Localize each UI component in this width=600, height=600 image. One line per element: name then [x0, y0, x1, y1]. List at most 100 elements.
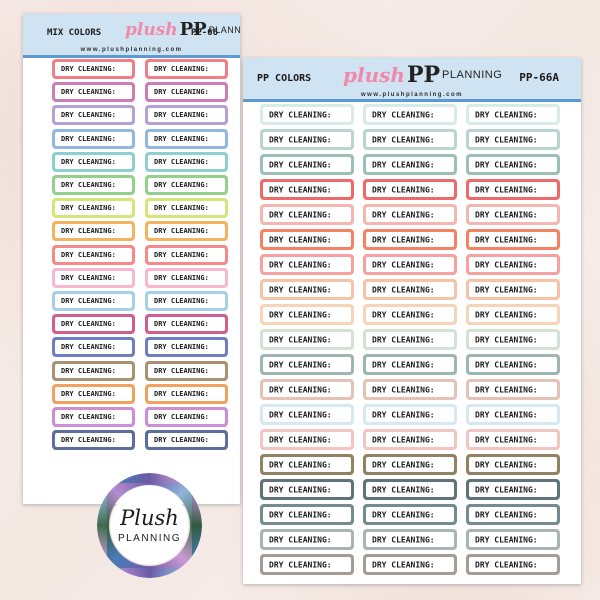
dry-cleaning-sticker: DRY CLEANING: — [145, 360, 228, 381]
sticker-writing-area: DRY CLEANING: — [148, 108, 225, 123]
dry-cleaning-sticker: DRY CLEANING: — [466, 229, 560, 250]
dry-cleaning-sticker: DRY CLEANING: — [52, 82, 135, 103]
sticker-label: DRY CLEANING: — [269, 535, 332, 544]
sticker-label: DRY CLEANING: — [61, 273, 116, 282]
sticker-label: DRY CLEANING: — [61, 320, 116, 329]
dry-cleaning-sticker: DRY CLEANING: — [466, 104, 560, 125]
dry-cleaning-sticker: DRY CLEANING: — [466, 504, 560, 525]
sheet-url: www.plushplanning.com — [80, 47, 183, 53]
sticker-label: DRY CLEANING: — [61, 297, 116, 305]
dry-cleaning-sticker: DRY CLEANING: — [466, 429, 560, 450]
sticker-label: DRY CLEANING: — [475, 560, 538, 569]
dry-cleaning-sticker: DRY CLEANING: — [145, 82, 228, 103]
sticker-writing-area: DRY CLEANING: — [263, 432, 351, 447]
dry-cleaning-sticker: DRY CLEANING: — [466, 529, 560, 550]
dry-cleaning-sticker: DRY CLEANING: — [145, 383, 228, 404]
dry-cleaning-sticker: DRY CLEANING: — [52, 407, 135, 427]
sheet-code: PP-66A — [519, 71, 559, 84]
sticker-label: DRY CLEANING: — [154, 181, 209, 189]
dry-cleaning-sticker: DRY CLEANING: — [466, 204, 560, 225]
dry-cleaning-sticker: DRY CLEANING: — [363, 204, 457, 225]
dry-cleaning-sticker: DRY CLEANING: — [52, 337, 135, 358]
sticker-label: DRY CLEANING: — [154, 273, 209, 282]
sticker-label: DRY CLEANING: — [61, 65, 116, 73]
dry-cleaning-sticker: DRY CLEANING: — [52, 291, 135, 311]
sticker-writing-area: DRY CLEANING: — [469, 382, 557, 397]
sticker-writing-area: DRY CLEANING: — [469, 432, 557, 447]
sticker-writing-area: DRY CLEANING: — [263, 182, 351, 197]
sticker-label: DRY CLEANING: — [475, 410, 538, 419]
dry-cleaning-sticker: DRY CLEANING: — [466, 304, 560, 325]
dry-cleaning-sticker: DRY CLEANING: — [145, 128, 228, 149]
dry-cleaning-sticker: DRY CLEANING: — [466, 479, 560, 500]
sheet-label: PP COLORS — [257, 73, 312, 84]
dry-cleaning-sticker: DRY CLEANING: — [466, 154, 560, 175]
sticker-writing-area: DRY CLEANING: — [263, 282, 351, 297]
dry-cleaning-sticker: DRY CLEANING: — [52, 128, 135, 149]
dry-cleaning-sticker: DRY CLEANING: — [363, 454, 457, 475]
sticker-writing-area: DRY CLEANING: — [148, 178, 225, 192]
sticker-writing-area: DRY CLEANING: — [55, 247, 132, 262]
sticker-label: DRY CLEANING: — [61, 389, 116, 398]
dry-cleaning-sticker: DRY CLEANING: — [260, 304, 354, 325]
sticker-writing-area: DRY CLEANING: — [55, 363, 132, 378]
sticker-writing-area: DRY CLEANING: — [469, 282, 557, 297]
dry-cleaning-sticker: DRY CLEANING: — [52, 360, 135, 381]
sticker-writing-area: DRY CLEANING: — [55, 201, 132, 216]
dry-cleaning-sticker: DRY CLEANING: — [466, 254, 560, 275]
sticker-label: DRY CLEANING: — [269, 485, 332, 494]
sticker-writing-area: DRY CLEANING: — [366, 332, 454, 347]
sticker-label: DRY CLEANING: — [61, 250, 116, 259]
header-divider — [23, 55, 240, 58]
sticker-writing-area: DRY CLEANING: — [469, 182, 557, 197]
sticker-label: DRY CLEANING: — [475, 385, 538, 394]
sticker-writing-area: DRY CLEANING: — [469, 157, 557, 172]
sticker-label: DRY CLEANING: — [475, 310, 538, 319]
sticker-writing-area: DRY CLEANING: — [148, 201, 225, 216]
brand-plush: plush — [343, 63, 405, 87]
dry-cleaning-sticker: DRY CLEANING: — [363, 554, 457, 575]
dry-cleaning-sticker: DRY CLEANING: — [363, 104, 457, 125]
sticker-writing-area: DRY CLEANING: — [148, 62, 225, 76]
sticker-writing-area: DRY CLEANING: — [366, 307, 454, 322]
dry-cleaning-sticker: DRY CLEANING: — [260, 229, 354, 250]
sticker-label: DRY CLEANING: — [372, 460, 435, 469]
sticker-writing-area: DRY CLEANING: — [469, 307, 557, 322]
sticker-writing-area: DRY CLEANING: — [148, 386, 225, 401]
plush-planning-wreath-logo: Plush PLANNING — [97, 473, 202, 578]
sticker-writing-area: DRY CLEANING: — [469, 332, 557, 347]
sticker-label: DRY CLEANING: — [269, 235, 332, 244]
sticker-writing-area: DRY CLEANING: — [55, 340, 132, 355]
sticker-label: DRY CLEANING: — [372, 210, 435, 219]
brand-planning: PLANNING — [208, 24, 240, 35]
sticker-label: DRY CLEANING: — [61, 343, 116, 352]
sticker-writing-area: DRY CLEANING: — [55, 154, 132, 169]
sticker-label: DRY CLEANING: — [372, 360, 435, 369]
sticker-label: DRY CLEANING: — [61, 413, 116, 421]
sticker-writing-area: DRY CLEANING: — [263, 407, 351, 422]
sticker-label: DRY CLEANING: — [475, 135, 538, 144]
sticker-label: DRY CLEANING: — [154, 413, 209, 421]
sticker-label: DRY CLEANING: — [269, 185, 332, 194]
sticker-writing-area: DRY CLEANING: — [263, 457, 351, 472]
dry-cleaning-sticker: DRY CLEANING: — [145, 430, 228, 451]
sticker-writing-area: DRY CLEANING: — [263, 157, 351, 172]
sticker-label: DRY CLEANING: — [372, 485, 435, 494]
sticker-writing-area: DRY CLEANING: — [55, 270, 132, 285]
sticker-writing-area: DRY CLEANING: — [366, 232, 454, 247]
dry-cleaning-sticker: DRY CLEANING: — [52, 221, 135, 242]
sticker-label: DRY CLEANING: — [154, 343, 209, 352]
sticker-writing-area: DRY CLEANING: — [469, 557, 557, 572]
sticker-writing-area: DRY CLEANING: — [263, 307, 351, 322]
sticker-writing-area: DRY CLEANING: — [263, 232, 351, 247]
sticker-writing-area: DRY CLEANING: — [148, 410, 225, 424]
sticker-writing-area: DRY CLEANING: — [366, 157, 454, 172]
sticker-label: DRY CLEANING: — [269, 510, 332, 519]
sticker-label: DRY CLEANING: — [475, 110, 538, 119]
sticker-label: DRY CLEANING: — [475, 435, 538, 444]
dry-cleaning-sticker: DRY CLEANING: — [466, 554, 560, 575]
dry-cleaning-sticker: DRY CLEANING: — [260, 529, 354, 550]
dry-cleaning-sticker: DRY CLEANING: — [363, 229, 457, 250]
dry-cleaning-sticker: DRY CLEANING: — [363, 504, 457, 525]
sticker-writing-area: DRY CLEANING: — [469, 107, 557, 122]
